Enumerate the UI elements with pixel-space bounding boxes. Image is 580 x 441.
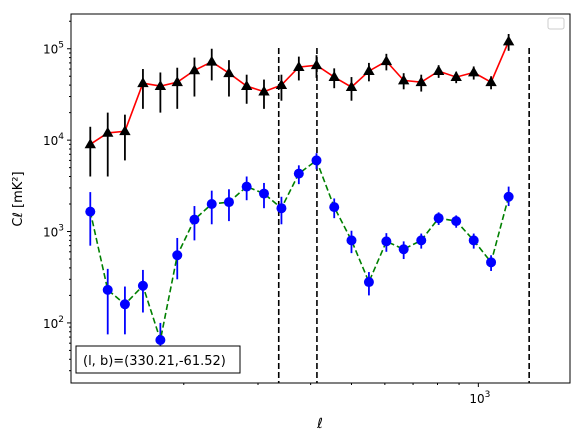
circle-point-9 [223,197,234,208]
triangle-point-7 [188,64,201,75]
circle-point-11 [258,188,269,199]
annotation-box: (l, b)=(330.21,-61.52) [75,345,241,374]
circle-point-2 [102,284,113,295]
series-2 [85,153,514,371]
circle-point-6 [172,250,183,261]
circle-point-5 [155,335,166,346]
circle-point-3 [119,299,130,310]
y-tick-label-3: 104 [43,132,64,148]
triangle-point-12 [275,79,288,90]
triangle-point-25 [502,35,515,46]
circle-point-18 [381,236,392,247]
y-tick-label-4: 105 [43,41,64,57]
y-tick-label-2: 103 [43,224,64,240]
circle-point-23 [468,235,479,246]
triangle-point-20 [415,76,427,87]
circle-point-13 [293,168,304,179]
triangle-point-9 [223,67,235,78]
circle-point-10 [241,181,252,192]
y-tick-label-1: 102 [43,315,64,331]
triangle-point-24 [485,76,497,87]
circle-point-21 [433,213,444,224]
triangle-point-14 [310,59,323,70]
triangle-point-19 [397,74,410,85]
triangle-point-2 [102,126,114,137]
triangle-point-6 [171,76,183,87]
triangle-point-3 [119,125,131,136]
circle-point-19 [398,244,409,255]
circle-point-20 [416,235,427,246]
triangle-point-16 [345,81,358,92]
triangle-point-11 [258,85,270,96]
annotation-label: (l, b)=(330.21,-61.52) [83,354,226,369]
series-line-2 [89,159,510,344]
axes: 102 103 104 105 103 [43,20,490,406]
triangle-point-23 [468,66,480,77]
circle-point-12 [276,203,287,214]
circle-point-7 [189,214,200,225]
legend-box [547,17,565,30]
triangle-point-10 [240,80,253,91]
circle-point-22 [451,216,462,227]
circle-point-14 [311,155,322,166]
circle-point-24 [486,257,497,268]
triangle-point-5 [154,80,167,91]
circle-point-15 [329,202,340,213]
y-axis-label: Cℓ [mK²] [11,171,26,226]
circle-point-17 [363,277,374,288]
x-tick-label-1: 103 [469,390,490,406]
circle-point-16 [346,235,357,246]
circle-point-1 [85,206,96,217]
series-1 [84,33,515,177]
triangle-point-22 [450,71,462,81]
circle-point-4 [137,280,148,291]
triangle-point-8 [206,55,218,66]
circle-point-25 [503,191,514,202]
plot-contents [84,33,530,383]
x-axis-label: ℓ [316,416,323,432]
triangle-point-18 [380,55,393,66]
circle-point-8 [206,199,217,210]
axes-frame [70,13,571,384]
plot-area [84,33,530,383]
triangle-point-21 [432,65,445,75]
triangle-point-13 [293,61,305,71]
triangle-point-17 [363,65,375,75]
triangle-point-4 [137,77,149,88]
triangle-point-15 [328,71,340,81]
triangle-point-1 [84,138,96,149]
